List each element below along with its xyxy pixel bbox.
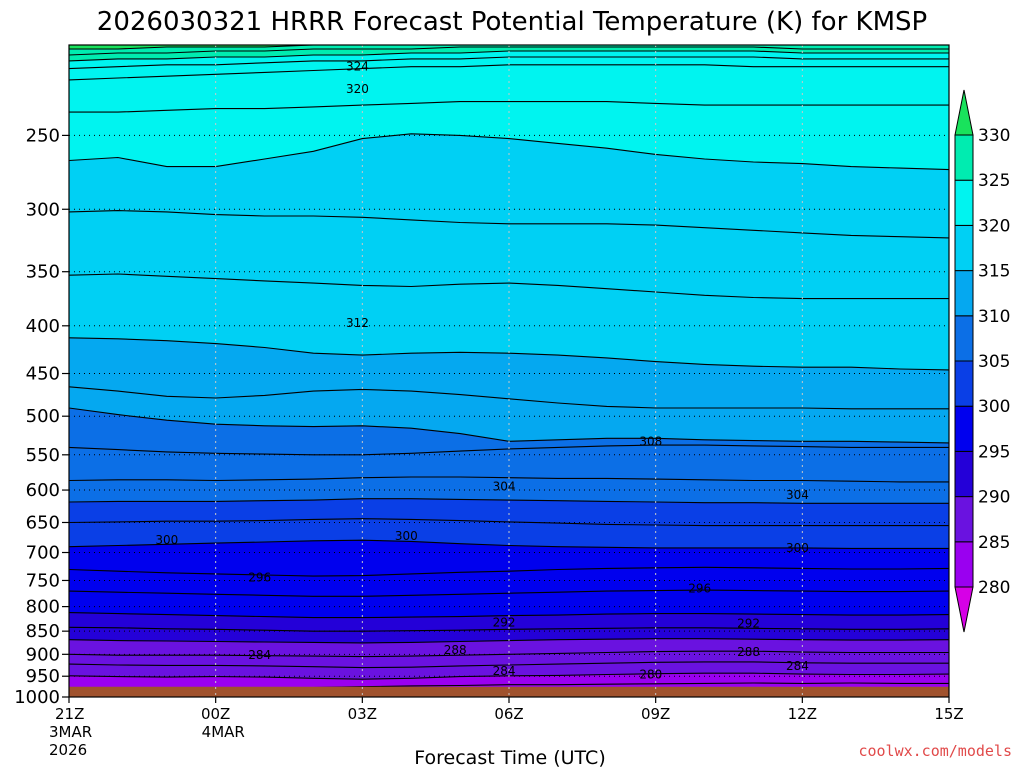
contour-label: 304 <box>786 488 809 502</box>
contour-label: 292 <box>737 616 760 630</box>
credit-text: coolwx.com/models <box>858 742 1012 760</box>
colorbar-swatch <box>954 405 974 452</box>
contour-label: 284 <box>493 664 516 678</box>
colorbar-swatch <box>954 134 974 181</box>
theta-band <box>69 638 949 657</box>
colorbar-under-triangle <box>954 586 974 633</box>
contour-label: 300 <box>786 541 809 555</box>
plot-area: 324 320 312 308 304 304 300 300 300 296 296 292 292 2… <box>69 45 949 697</box>
colorbar-label: 305 <box>978 352 1010 372</box>
colorbar-swatch <box>954 360 974 407</box>
x-tick-sublabel: 2026 <box>49 741 87 759</box>
y-tick-label: 850 <box>26 621 60 642</box>
isentrope-314 <box>69 337 949 371</box>
theta-band <box>69 45 949 55</box>
contour-label: 308 <box>639 434 662 448</box>
contour-label: 280 <box>639 668 662 682</box>
ground-below-surface <box>69 686 949 697</box>
theta-band <box>69 386 949 443</box>
theta-band <box>69 445 949 482</box>
y-tick-label: 450 <box>26 364 60 385</box>
theta-band <box>69 651 949 668</box>
isentrope-282 <box>264 682 949 689</box>
y-tick-label: 950 <box>26 666 60 687</box>
contour-label: 300 <box>155 533 178 547</box>
colorbar-label: 320 <box>978 216 1010 236</box>
x-tick-label: 09Z <box>641 705 670 723</box>
y-tick-label: 600 <box>26 480 60 501</box>
contour-label: 304 <box>493 480 516 494</box>
colorbar-label: 325 <box>978 171 1010 191</box>
contour-label: 324 <box>346 60 369 74</box>
colorbar-label: 290 <box>978 488 1010 508</box>
colorbar-label: 330 <box>978 126 1010 146</box>
colorbar-swatch <box>954 179 974 226</box>
y-tick-label: 400 <box>26 316 60 337</box>
y-tick-label: 1000 <box>14 687 60 708</box>
y-tick-label: 800 <box>26 597 60 618</box>
isentrope-312 <box>69 386 949 410</box>
y-tick-label: 550 <box>26 445 60 466</box>
y-tick-label: 350 <box>26 262 60 283</box>
colorbar-swatch <box>954 270 974 317</box>
x-tick-label: 15Z <box>934 705 963 723</box>
contour-label: 288 <box>737 645 760 659</box>
contour-label: 312 <box>346 316 369 330</box>
colorbar-label: 300 <box>978 397 1010 417</box>
y-tick-label: 500 <box>26 406 60 427</box>
y-axis: 2503003504004505005506006507007508008509… <box>14 125 69 708</box>
contour-label: 300 <box>395 529 418 543</box>
theta-band <box>69 498 949 526</box>
y-tick-label: 750 <box>26 570 60 591</box>
x-tick-label: 21Z <box>55 705 84 723</box>
x-tick-sublabel: 4MAR <box>202 723 245 741</box>
theta-band <box>69 673 949 697</box>
colorbar-label: 315 <box>978 262 1010 282</box>
theta-band <box>69 57 949 80</box>
contour-label: 284 <box>248 648 271 662</box>
theta-band <box>69 133 949 238</box>
colorbar-swatch <box>954 496 974 543</box>
colorbar-label: 280 <box>978 578 1010 598</box>
colorbar: 280 285 290 295 300 305 310 315 320 325 330 <box>954 89 1010 633</box>
theta-band <box>69 51 949 69</box>
x-tick-label: 12Z <box>788 705 817 723</box>
contour-label: 320 <box>346 82 369 96</box>
theta-band <box>69 210 949 299</box>
y-tick-label: 650 <box>26 512 60 533</box>
x-tick-label: 03Z <box>348 705 377 723</box>
chart-title: 2026030321 HRRR Forecast Potential Tempe… <box>97 7 927 37</box>
colorbar-swatch <box>954 541 974 588</box>
x-tick-label: 06Z <box>494 705 523 723</box>
colorbar-over-triangle <box>954 89 974 136</box>
contour-label: 292 <box>493 615 516 629</box>
colorbar-swatch <box>954 450 974 498</box>
colorbar-swatch <box>954 315 974 362</box>
x-tick-label: 00Z <box>201 705 230 723</box>
y-tick-label: 900 <box>26 644 60 665</box>
contour-label: 288 <box>444 643 467 657</box>
theta-band <box>69 567 949 597</box>
contour-label: 296 <box>688 581 711 595</box>
x-axis-label: Forecast Time (UTC) <box>414 747 605 768</box>
colorbar-label: 310 <box>978 307 1010 327</box>
theta-band <box>69 408 949 455</box>
contour-label: 296 <box>248 571 271 585</box>
colorbar-label: 285 <box>978 533 1010 553</box>
x-tick-sublabel: 3MAR <box>49 723 92 741</box>
colorbar-swatch <box>954 224 974 272</box>
contour-label: 284 <box>786 659 809 673</box>
y-tick-label: 300 <box>26 199 60 220</box>
y-tick-label: 250 <box>26 125 60 146</box>
colorbar-label: 295 <box>978 442 1010 462</box>
y-tick-label: 700 <box>26 543 60 564</box>
